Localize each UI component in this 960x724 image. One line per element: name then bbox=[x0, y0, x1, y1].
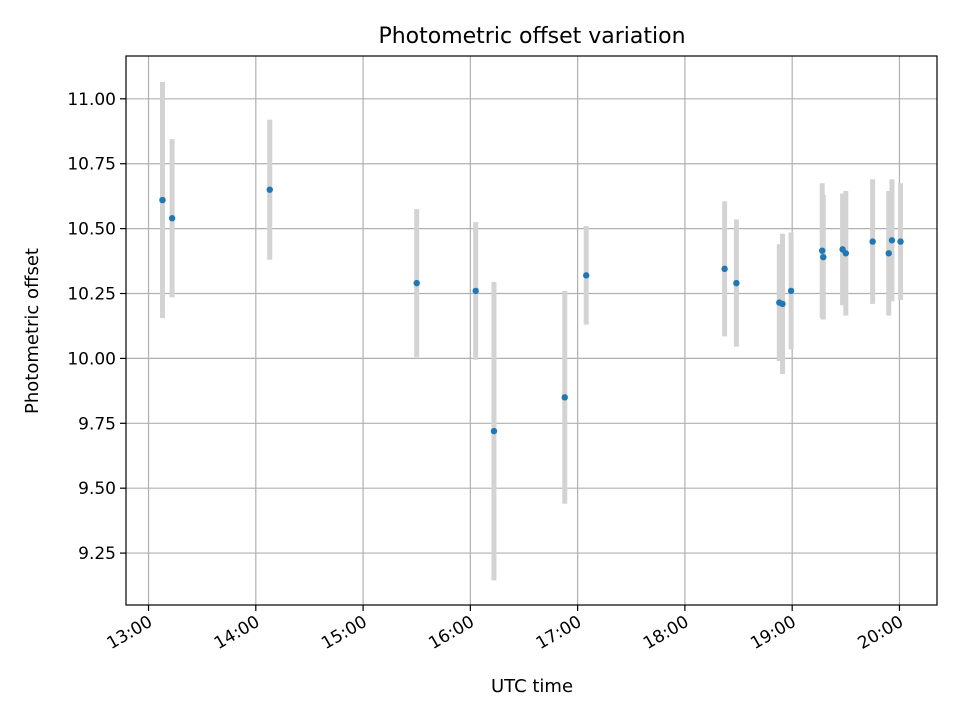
x-tick-label: 18:00 bbox=[640, 612, 692, 654]
y-tick-label: 11.00 bbox=[67, 90, 116, 110]
x-tick-label: 20:00 bbox=[855, 612, 907, 654]
y-axis-label: Photometric offset bbox=[22, 248, 43, 414]
data-point bbox=[266, 186, 273, 193]
x-tick-label: 17:00 bbox=[533, 612, 585, 654]
data-point bbox=[561, 394, 568, 401]
plot-frame bbox=[125, 55, 938, 606]
y-tick-label: 10.00 bbox=[67, 349, 116, 369]
grid bbox=[126, 56, 937, 605]
x-tick-label: 14:00 bbox=[211, 612, 263, 654]
y-tick-label: 9.50 bbox=[78, 479, 116, 499]
data-point bbox=[583, 272, 590, 279]
data-point bbox=[733, 279, 740, 287]
y-tick-label: 9.75 bbox=[78, 414, 116, 434]
y-tick-label: 10.25 bbox=[67, 285, 116, 305]
data-point bbox=[721, 265, 728, 273]
x-axis-label: UTC time bbox=[491, 676, 573, 697]
data-point bbox=[159, 196, 166, 204]
y-axis-ticks: 9.25 9.50 9.75 10.00 10.25 10.50 10.75 11.00 bbox=[67, 90, 126, 564]
error-bars bbox=[159, 81, 904, 581]
data-point bbox=[779, 300, 786, 308]
x-tick-label: 13:00 bbox=[104, 612, 156, 654]
y-tick-label: 9.25 bbox=[78, 544, 116, 564]
data-point bbox=[490, 427, 498, 435]
chart-title: Photometric offset variation bbox=[378, 24, 685, 49]
data-point bbox=[869, 238, 876, 245]
x-axis-ticks: 13:00 14:00 15:00 16:00 17:00 18:00 19:00 20:00 bbox=[104, 605, 907, 654]
data-point bbox=[413, 279, 420, 287]
data-point bbox=[472, 287, 479, 295]
data-point bbox=[842, 250, 850, 257]
data-point bbox=[819, 247, 826, 254]
data-point bbox=[888, 237, 896, 244]
x-tick-label: 19:00 bbox=[747, 612, 799, 654]
x-tick-label: 16:00 bbox=[425, 612, 477, 654]
y-tick-label: 10.50 bbox=[67, 220, 116, 240]
data-point bbox=[787, 287, 795, 295]
data-point bbox=[897, 238, 904, 245]
data-point bbox=[820, 253, 827, 261]
data-point bbox=[885, 250, 892, 257]
data-point bbox=[168, 215, 176, 222]
y-tick-label: 10.75 bbox=[67, 155, 116, 175]
x-tick-label: 15:00 bbox=[318, 612, 370, 654]
data-points bbox=[159, 186, 904, 435]
